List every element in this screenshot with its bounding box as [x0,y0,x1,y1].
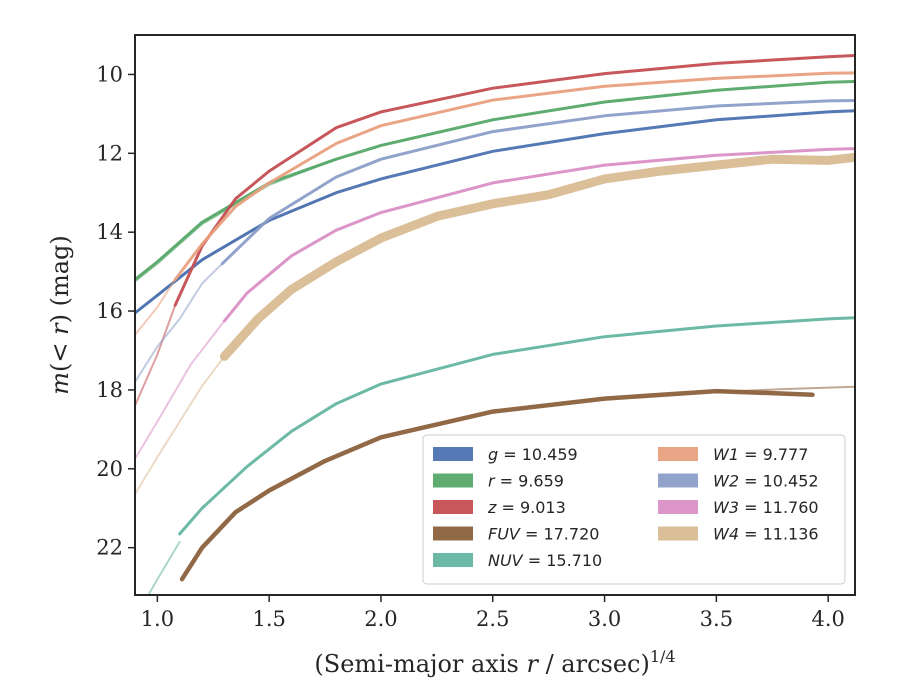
legend-swatch-z [433,500,473,514]
legend-label-fuv: FUV = 17.720 [488,525,599,544]
series-w3-line [222,147,855,323]
legend-label-r: r = 9.659 [488,472,564,491]
series-w1-faint-line [135,278,177,336]
series-w3-faint-line [135,319,226,460]
legend-label-w1: W1 = 9.777 [713,445,808,464]
plot-area [135,54,855,595]
x-tick-label: 3.0 [588,607,621,631]
legend-label-z: z = 9.013 [487,498,566,517]
y-tick-label: 10 [96,62,123,86]
series-z-faint-line [135,304,177,407]
axes-frame [134,34,856,596]
legend-label-w4: W4 = 11.136 [713,525,819,544]
y-axis-label: m(< r) (mag) [46,235,74,395]
series-fuv-line [179,388,815,582]
legend-box [422,434,846,585]
x-tick-label: 2.0 [364,607,397,631]
legend-swatch-w1 [658,447,698,461]
series-w2-faint-line [135,262,224,383]
y-tick-label: 14 [96,220,123,244]
legend-swatch-fuv [433,526,473,541]
series-z-line [173,54,855,307]
legend-swatch-w4 [658,526,698,541]
y-tick-label: 18 [96,378,123,402]
legend-swatch-nuv [433,553,473,567]
y-tick-label: 12 [96,141,123,165]
x-tick-label: 2.5 [476,607,509,631]
y-tick-label: 20 [96,457,123,481]
legend: g = 10.459 r = 9.659 z = 9.013 FUV = 17.720… [422,434,846,585]
x-tick-label: 1.5 [252,607,285,631]
legend-label-g: g = 10.459 [488,445,578,464]
series-w2-line [220,99,855,266]
legend-label-nuv: NUV = 15.710 [488,551,602,570]
axis-ticks: 1.0 1.5 2.0 2.5 3.0 3.5 4.0 10 12 14 16 18 20 22 [96,62,845,631]
legend-label-w2: W2 = 10.452 [713,472,819,491]
x-tick-label: 3.5 [700,607,733,631]
y-tick-label: 22 [96,536,123,560]
x-axis-label: (Semi-major axis r / arcsec)1/4 [314,647,675,678]
legend-swatch-w2 [658,473,698,488]
legend-swatch-r [433,473,473,488]
series-r-line [135,80,855,281]
series-w4-faint-line [135,355,226,496]
legend-label-w3: W3 = 11.760 [713,498,819,517]
series-g-line [135,109,855,315]
y-tick-label: 16 [96,299,123,323]
series-nuv-faint-line [147,540,181,595]
legend-swatch-g [433,447,473,461]
series-w1-line [173,71,855,281]
series-nuv-line [178,316,855,536]
legend-swatch-w3 [658,500,698,514]
x-tick-label: 4.0 [811,607,844,631]
x-tick-label: 1.0 [141,607,174,631]
series-w4-line [219,152,855,361]
